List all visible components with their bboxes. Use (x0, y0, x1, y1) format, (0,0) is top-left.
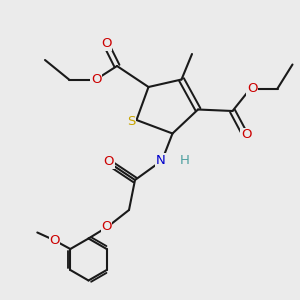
Text: O: O (91, 73, 101, 86)
Text: O: O (101, 37, 112, 50)
Text: O: O (241, 128, 251, 142)
Text: N: N (156, 154, 165, 167)
Text: O: O (104, 155, 114, 168)
Text: O: O (49, 234, 60, 247)
Text: S: S (127, 115, 135, 128)
Text: O: O (101, 220, 112, 233)
Text: O: O (247, 82, 257, 95)
Text: H: H (180, 154, 189, 167)
